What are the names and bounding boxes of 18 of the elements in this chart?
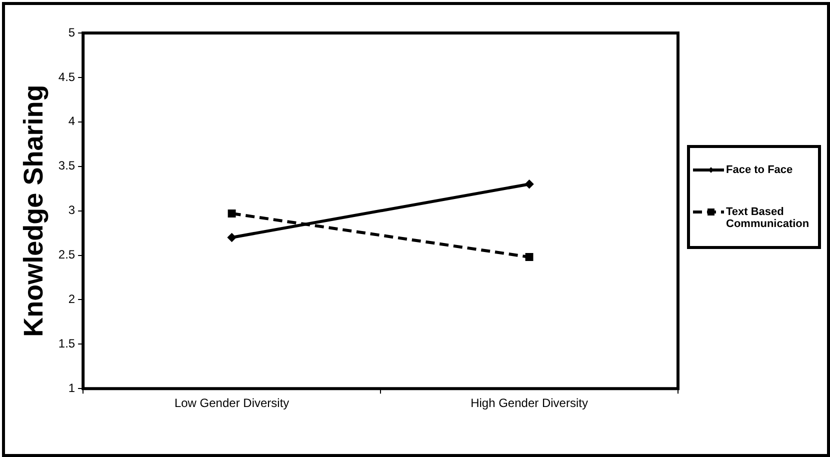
y-tick-label: 3.5: [58, 158, 76, 173]
point: [525, 253, 534, 262]
y-axis-title: Knowledge Sharing: [18, 84, 49, 337]
point: [228, 233, 236, 242]
x-tick-label: High Gender Diversity: [470, 396, 588, 410]
y-tick-label: 1: [68, 380, 76, 395]
y-tick-label: 4.5: [58, 70, 76, 84]
y-tick-label: 4: [68, 114, 76, 128]
x-tick-label: Low Gender Diversity: [174, 396, 290, 410]
legend-label: Text Based Communication: [726, 206, 810, 230]
legend-label: Face to Face: [726, 164, 793, 176]
y-tick-label: 2.5: [58, 248, 76, 262]
y-tick-label: 2: [68, 292, 76, 306]
y-tick-label: 1.5: [58, 336, 76, 350]
point: [228, 209, 236, 218]
point: [525, 180, 534, 188]
y-tick-label: 5: [68, 25, 76, 40]
y-tick-label: 3: [68, 203, 76, 218]
